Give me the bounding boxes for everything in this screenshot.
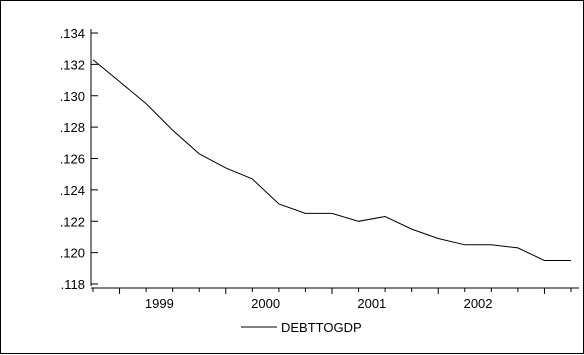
y-axis-ticks: .118 .120 .122 .124 .126 .128 .130 .132 .134 [60, 26, 98, 292]
y-tick-label: .134 [60, 26, 85, 41]
series-line [92, 59, 571, 261]
legend-label: DEBTTOGDP [281, 320, 362, 335]
y-tick-label: .132 [60, 57, 85, 72]
axes [90, 29, 579, 289]
x-tick-label: 2000 [251, 296, 280, 311]
x-tick-label: 2001 [357, 296, 386, 311]
y-tick-label: .118 [61, 277, 85, 292]
y-tick-label: .128 [60, 120, 85, 135]
y-tick-label: .126 [60, 152, 85, 167]
x-tick-label: 2002 [464, 296, 493, 311]
y-tick-label: .124 [60, 183, 85, 198]
legend: DEBTTOGDP [241, 320, 362, 335]
y-tick-label: .130 [60, 89, 85, 104]
x-axis-ticks: 1999 2000 2001 2002 [92, 288, 572, 311]
series-layer [92, 59, 571, 261]
y-tick-label: .122 [60, 214, 85, 229]
y-tick-label: .120 [60, 246, 85, 261]
x-tick-label: 1999 [145, 296, 174, 311]
